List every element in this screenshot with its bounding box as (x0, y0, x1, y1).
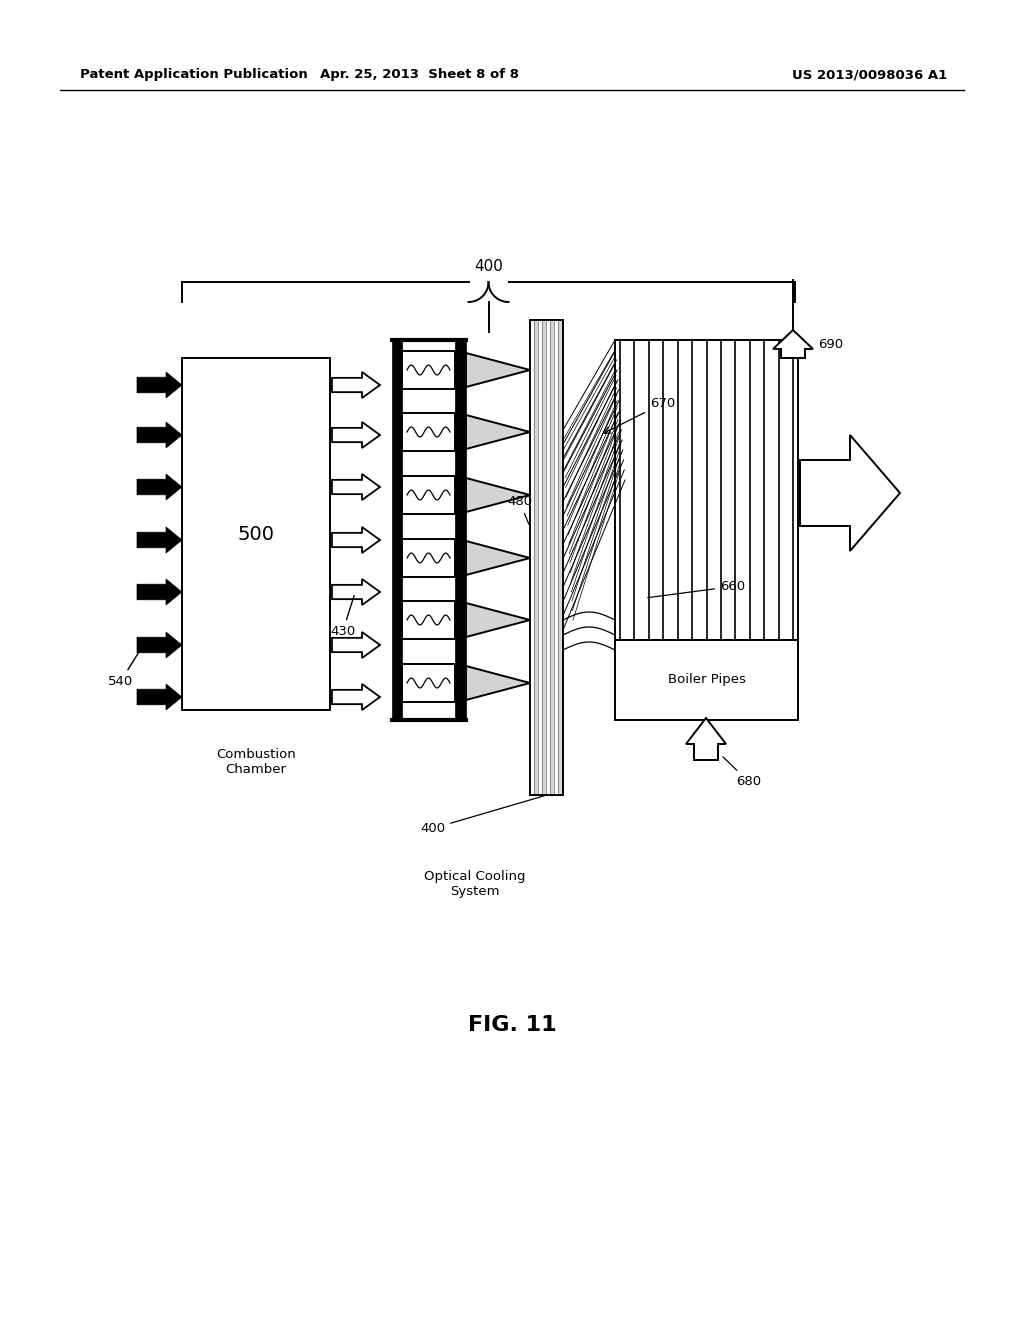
Text: Combustion
Chamber: Combustion Chamber (216, 748, 296, 776)
Text: 480: 480 (507, 495, 532, 524)
Text: 540: 540 (108, 649, 140, 688)
Text: 400: 400 (420, 796, 545, 836)
Bar (402, 664, 455, 702)
Polygon shape (466, 541, 530, 576)
Polygon shape (800, 436, 900, 550)
Text: Apr. 25, 2013  Sheet 8 of 8: Apr. 25, 2013 Sheet 8 of 8 (321, 69, 519, 81)
Polygon shape (332, 372, 380, 399)
Polygon shape (137, 422, 182, 447)
Polygon shape (466, 352, 530, 387)
Bar (402, 351, 455, 389)
Bar (402, 413, 455, 451)
Polygon shape (466, 478, 530, 512)
Polygon shape (686, 718, 726, 760)
Text: 670: 670 (604, 397, 675, 433)
Polygon shape (137, 372, 182, 399)
Bar (615, 640, 798, 719)
Bar (182, 358, 330, 710)
Polygon shape (332, 527, 380, 553)
Polygon shape (137, 474, 182, 500)
Text: 660: 660 (648, 579, 745, 598)
Polygon shape (332, 422, 380, 447)
Text: 680: 680 (723, 756, 761, 788)
Text: 400: 400 (474, 259, 503, 275)
Polygon shape (137, 632, 182, 657)
Polygon shape (466, 414, 530, 449)
Text: Optical Cooling
System: Optical Cooling System (424, 870, 525, 898)
Bar (455, 341, 466, 719)
Polygon shape (466, 603, 530, 638)
Text: 500: 500 (238, 524, 274, 544)
Polygon shape (137, 527, 182, 553)
Polygon shape (332, 579, 380, 605)
Bar (530, 319, 563, 795)
Polygon shape (332, 632, 380, 657)
Text: US 2013/0098036 A1: US 2013/0098036 A1 (793, 69, 947, 81)
Polygon shape (773, 330, 813, 358)
Polygon shape (466, 667, 530, 700)
Text: Patent Application Publication: Patent Application Publication (80, 69, 308, 81)
Bar (402, 601, 455, 639)
Polygon shape (137, 579, 182, 605)
Text: 430: 430 (330, 595, 355, 638)
Text: FIG. 11: FIG. 11 (468, 1015, 556, 1035)
Polygon shape (332, 474, 380, 500)
Bar (392, 341, 402, 719)
Polygon shape (137, 684, 182, 710)
Bar (402, 477, 455, 513)
Polygon shape (332, 684, 380, 710)
Text: 690: 690 (818, 338, 843, 351)
Text: Boiler Pipes: Boiler Pipes (668, 673, 745, 686)
Bar (402, 539, 455, 577)
